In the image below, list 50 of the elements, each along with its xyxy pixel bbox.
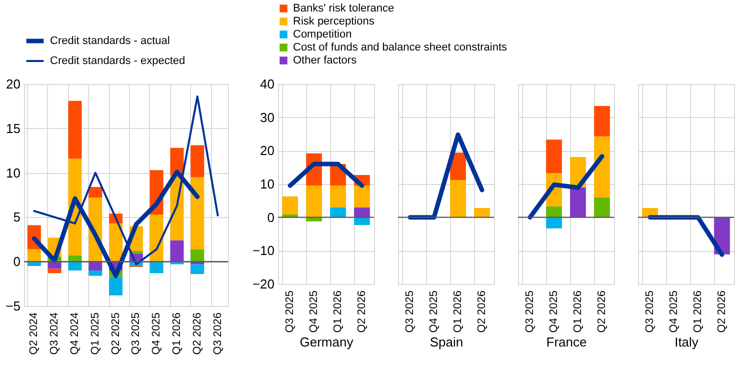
legend-label: Credit standards - actual [50,35,170,47]
legend-label: Competition [293,28,352,40]
x-axis-title: Germany [300,334,354,350]
y-tick-label: 0 [13,254,20,270]
x-tick-label: Q1 2026 [332,290,344,333]
legend-label: Credit standards - expected [50,55,186,67]
x-tick-label: Q2 2026 [356,290,368,333]
y-tick-label: 10 [260,176,274,192]
x-tick-label: Q3 2024 [48,312,61,355]
legend-label: Cost of funds and balance sheet constraints [293,42,508,54]
x-tick-label: Q3 2025 [404,290,416,333]
x-tick-label: Q1 2025 [89,312,102,355]
y-tick-label: 0 [267,210,274,225]
x-tick-label: Q4 2025 [668,290,680,333]
x-axis-title: Spain [430,334,464,350]
x-tick-label: Q2 2025 [110,312,122,355]
y-tick-label: 30 [260,110,274,125]
y-tick-label: 15 [6,120,20,136]
x-tick-label: Q4 2025 [150,312,163,355]
legend-label: Risk perceptions [293,16,375,28]
x-tick-label: Q3 2025 [130,312,142,355]
x-tick-label: Q2 2026 [716,290,728,333]
x-tick-label: Q2 2026 [476,290,488,333]
x-tick-label: Q3 2025 [284,290,296,333]
y-tick-label: 10 [6,165,20,180]
x-tick-label: Q1 2026 [692,290,704,333]
y-tick-label: −5 [6,298,20,314]
x-tick-label: Q2 2026 [596,290,608,333]
y-tick-label: 20 [6,76,20,92]
x-tick-label: Q4 2025 [428,290,440,333]
y-tick-label: 20 [260,143,274,158]
legend-label: Other factors [293,54,358,66]
y-tick-label: −10 [252,243,274,258]
x-axis-title: France [546,334,587,350]
x-tick-label: Q4 2025 [308,290,320,333]
x-tick-label: Q4 2025 [548,290,560,333]
x-tick-label: Q3 2025 [644,290,656,333]
x-tick-label: Q1 2026 [572,290,584,333]
x-axis-title: Italy [674,334,699,350]
x-tick-label: Q4 2024 [69,312,81,355]
legend-label: Banks' risk tolerance [293,2,394,14]
x-tick-label: Q1 2026 [452,290,464,333]
y-tick-label: 40 [260,76,274,92]
x-tick-label: Q2 2024 [28,312,40,355]
x-tick-label: Q3 2025 [524,290,536,333]
x-tick-label: Q3 2026 [212,312,224,355]
y-tick-label: 5 [13,210,20,225]
x-tick-label: Q2 2026 [191,312,204,355]
y-tick-label: −20 [252,276,274,292]
x-tick-label: Q1 2026 [171,312,183,355]
